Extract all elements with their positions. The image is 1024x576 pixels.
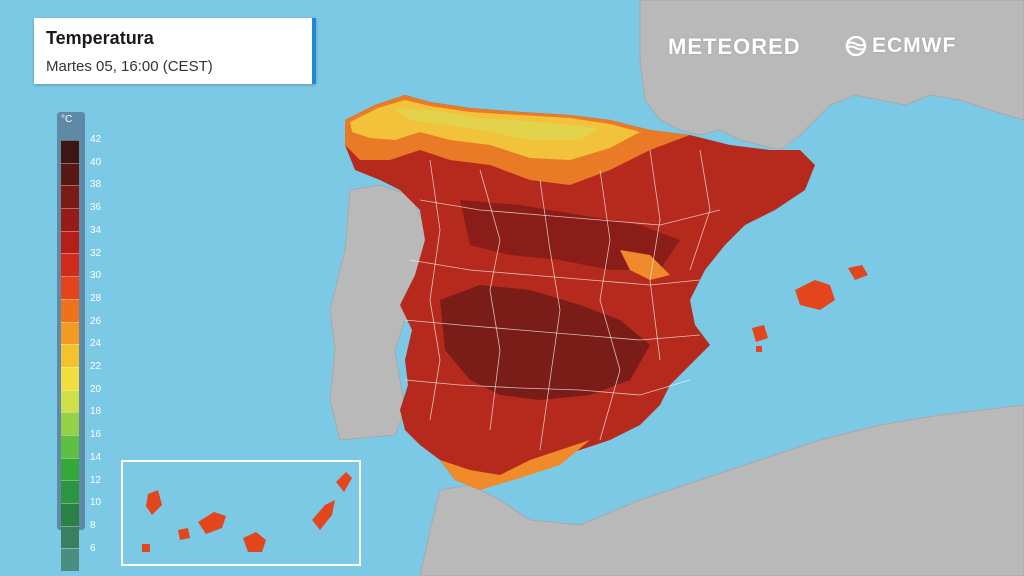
legend-swatch bbox=[61, 480, 79, 503]
map-title: Temperatura bbox=[46, 28, 154, 48]
canary-islands-inset bbox=[121, 460, 361, 566]
legend-swatch bbox=[61, 434, 79, 458]
legend-swatch bbox=[61, 412, 79, 435]
legend-tick-label: 30 bbox=[90, 270, 102, 282]
legend-tick-label: 28 bbox=[90, 292, 102, 304]
legend-swatch bbox=[61, 344, 79, 367]
legend-color-scale bbox=[61, 140, 79, 572]
map-title-box: Temperatura Martes 05, 16:00 (CEST) bbox=[34, 18, 316, 84]
legend-swatch bbox=[61, 276, 79, 299]
legend-tick-labels: 42 40 38 36 34 32 30 28 26 24 22 20 18 16 14 12 10 8 6 bbox=[86, 112, 116, 554]
balearic-islands bbox=[752, 265, 868, 352]
legend-tick-label: 38 bbox=[90, 179, 102, 191]
legend-tick-label: 24 bbox=[90, 338, 102, 350]
surrounding-land bbox=[329, 0, 1024, 576]
temperature-legend: °C bbox=[57, 112, 85, 572]
legend-tick-label: 8 bbox=[90, 520, 96, 531]
meteored-logo: METEORED bbox=[668, 34, 801, 59]
legend-tick-label: 18 bbox=[90, 406, 102, 418]
legend-tick-label: 16 bbox=[90, 429, 102, 441]
legend-swatch bbox=[61, 389, 79, 413]
legend-tick-label: 32 bbox=[90, 247, 102, 259]
legend-swatch bbox=[61, 321, 79, 345]
ecmwf-logo: ECMWF bbox=[872, 34, 957, 57]
legend-tick-label: 20 bbox=[90, 383, 102, 395]
canary-islands bbox=[142, 472, 352, 552]
legend-swatch bbox=[61, 162, 79, 186]
legend-swatch bbox=[61, 253, 79, 277]
legend-swatch bbox=[61, 298, 79, 322]
legend-swatch bbox=[61, 208, 79, 231]
spain-mainland bbox=[345, 95, 815, 490]
legend-swatch bbox=[61, 140, 79, 163]
legend-tick-label: 40 bbox=[90, 156, 102, 168]
legend-swatch bbox=[61, 503, 79, 526]
legend-swatch bbox=[61, 548, 79, 572]
legend-tick-label: 42 bbox=[90, 134, 102, 145]
legend-unit: °C bbox=[61, 114, 73, 125]
legend-swatch bbox=[61, 457, 79, 481]
legend-tick-label: 12 bbox=[90, 474, 102, 486]
legend-tick-label: 34 bbox=[90, 224, 102, 236]
legend-tick-label: 10 bbox=[90, 497, 102, 509]
legend-tick-label: 36 bbox=[90, 202, 102, 214]
legend-swatch bbox=[61, 185, 79, 209]
map-timestamp: Martes 05, 16:00 (CEST) bbox=[46, 58, 213, 75]
ecmwf-logo-icon bbox=[845, 36, 867, 56]
legend-tick-label: 6 bbox=[90, 542, 96, 554]
legend-tick-label: 22 bbox=[90, 361, 102, 373]
legend-swatch bbox=[61, 366, 79, 390]
legend-swatch bbox=[61, 525, 79, 549]
legend-swatch bbox=[61, 230, 79, 254]
legend-tick-label: 26 bbox=[90, 315, 102, 327]
legend-tick-label: 14 bbox=[90, 451, 102, 463]
